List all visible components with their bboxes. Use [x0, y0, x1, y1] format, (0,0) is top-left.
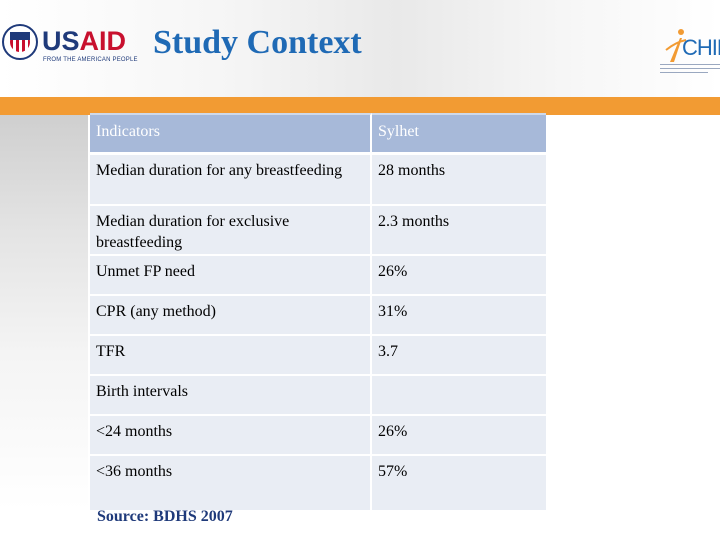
- indicator-cell: <24 months: [90, 416, 372, 456]
- table-row: TFR 3.7: [90, 336, 546, 376]
- chip-wordmark: CHIP: [682, 35, 720, 60]
- indicator-cell: Median duration for exclusive breastfeed…: [90, 206, 372, 256]
- header-indicators: Indicators: [90, 113, 372, 155]
- chip-tagline-lines: [660, 64, 720, 74]
- indicator-cell: <36 months: [90, 456, 372, 512]
- value-cell: 26%: [372, 416, 546, 456]
- table-row: <36 months 57%: [90, 456, 546, 512]
- usaid-wordmark: USAID: [42, 26, 127, 56]
- slide-header: USAID FROM THE AMERICAN PEOPLE Study Con…: [0, 0, 720, 97]
- table-row: Median duration for any breastfeeding 28…: [90, 155, 546, 206]
- value-cell: 28 months: [372, 155, 546, 206]
- value-cell: [372, 376, 546, 416]
- indicators-table: Indicators Sylhet Median duration for an…: [90, 113, 546, 512]
- accent-band: [0, 97, 720, 115]
- table-row: Birth intervals: [90, 376, 546, 416]
- indicator-cell: Median duration for any breastfeeding: [90, 155, 372, 206]
- usaid-seal-icon: [2, 24, 38, 60]
- value-cell: 2.3 months: [372, 206, 546, 256]
- usaid-logo: USAID FROM THE AMERICAN PEOPLE: [2, 22, 138, 72]
- source-note: Source: BDHS 2007: [97, 508, 233, 525]
- indicator-cell: TFR: [90, 336, 372, 376]
- usaid-tagline: FROM THE AMERICAN PEOPLE: [43, 57, 138, 63]
- value-cell: 26%: [372, 256, 546, 296]
- table-header-row: Indicators Sylhet: [90, 113, 546, 155]
- indicator-cell: Unmet FP need: [90, 256, 372, 296]
- table-row: Unmet FP need 26%: [90, 256, 546, 296]
- table-row: CPR (any method) 31%: [90, 296, 546, 336]
- slide-title: Study Context: [153, 24, 362, 61]
- header-sylhet: Sylhet: [372, 113, 546, 155]
- table-row: Median duration for exclusive breastfeed…: [90, 206, 546, 256]
- indicator-cell: CPR (any method): [90, 296, 372, 336]
- value-cell: 3.7: [372, 336, 546, 376]
- indicator-cell: Birth intervals: [90, 376, 372, 416]
- value-cell: 57%: [372, 456, 546, 512]
- left-gradient-decoration: [0, 115, 88, 510]
- table-row: <24 months 26%: [90, 416, 546, 456]
- chip-logo: CHIP: [656, 26, 720, 76]
- value-cell: 31%: [372, 296, 546, 336]
- chip-figure-icon: [665, 29, 687, 62]
